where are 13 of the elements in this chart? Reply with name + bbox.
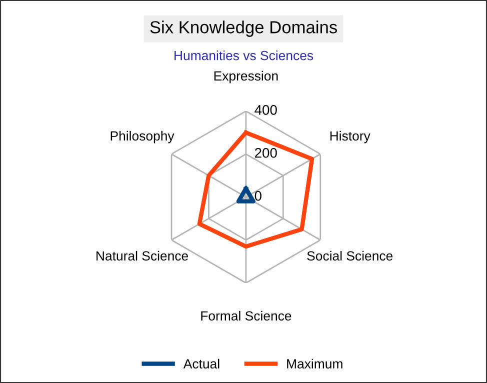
chart-title: Six Knowledge Domains xyxy=(150,20,337,37)
spoke-label: Formal Science xyxy=(201,310,292,321)
y-tick-label: 0 xyxy=(254,190,262,201)
y-tick-label: 200 xyxy=(254,148,277,158)
spoke-label: Philosophy xyxy=(110,130,174,144)
spoke-label: Expression xyxy=(214,70,278,84)
legend-label: Actual xyxy=(183,358,220,369)
spoke-label: Natural Science xyxy=(96,250,188,261)
y-tick-label: 400 xyxy=(254,104,277,115)
spoke-label: History xyxy=(330,130,370,144)
chart-subtitle: Humanities vs Sciences xyxy=(174,50,314,60)
legend-label: Maximum xyxy=(287,358,342,369)
spoke-label: Social Science xyxy=(307,250,393,261)
